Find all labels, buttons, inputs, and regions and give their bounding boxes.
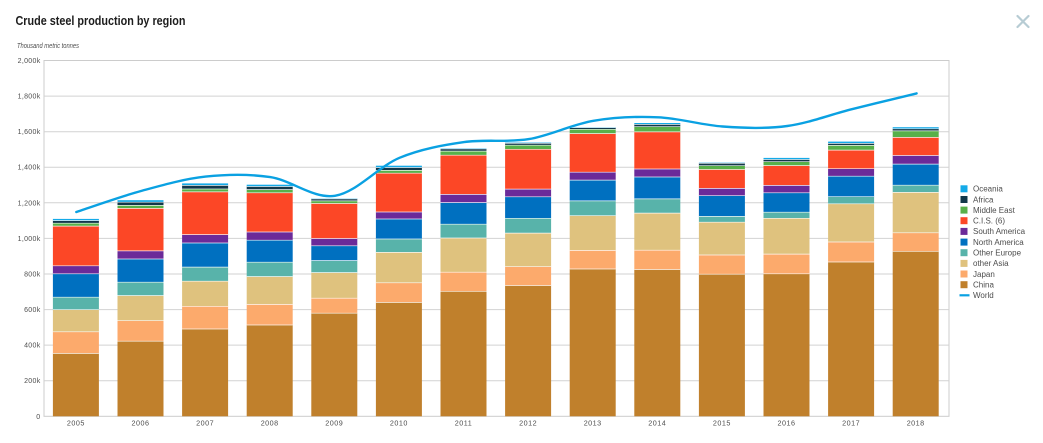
- svg-text:other Asia: other Asia: [973, 259, 1009, 268]
- svg-text:1,600k: 1,600k: [18, 129, 41, 136]
- svg-text:North America: North America: [973, 238, 1024, 247]
- svg-text:2005: 2005: [67, 419, 85, 428]
- svg-text:600k: 600k: [24, 307, 41, 314]
- svg-text:Other Europe: Other Europe: [973, 249, 1022, 258]
- svg-text:World: World: [973, 291, 994, 300]
- svg-text:2018: 2018: [907, 419, 925, 428]
- svg-text:2009: 2009: [325, 419, 343, 428]
- svg-text:2016: 2016: [778, 419, 796, 428]
- svg-text:2,000k: 2,000k: [18, 58, 41, 65]
- svg-text:2015: 2015: [713, 419, 731, 428]
- svg-text:China: China: [973, 281, 994, 290]
- svg-text:2007: 2007: [196, 419, 214, 428]
- svg-text:1,400k: 1,400k: [18, 165, 41, 172]
- svg-text:Crude steel production by regi: Crude steel production by region: [16, 13, 186, 28]
- svg-text:1,800k: 1,800k: [18, 94, 41, 101]
- svg-text:2013: 2013: [584, 419, 602, 428]
- svg-text:2006: 2006: [132, 419, 150, 428]
- svg-text:Middle East: Middle East: [973, 206, 1016, 215]
- svg-text:South America: South America: [973, 227, 1026, 236]
- svg-text:1,000k: 1,000k: [18, 236, 41, 243]
- svg-text:Japan: Japan: [973, 270, 995, 279]
- svg-text:C.I.S. (6): C.I.S. (6): [973, 217, 1005, 226]
- svg-text:2014: 2014: [648, 419, 666, 428]
- svg-text:2008: 2008: [261, 419, 279, 428]
- svg-text:1,200k: 1,200k: [18, 200, 41, 207]
- svg-text:2011: 2011: [455, 419, 472, 428]
- svg-text:0: 0: [36, 414, 40, 421]
- svg-text:Africa: Africa: [973, 195, 994, 204]
- svg-text:2010: 2010: [390, 419, 408, 428]
- svg-text:800k: 800k: [24, 272, 41, 279]
- svg-text:400k: 400k: [24, 343, 41, 350]
- svg-text:200k: 200k: [24, 378, 41, 385]
- svg-text:2012: 2012: [519, 419, 537, 428]
- svg-text:Oceania: Oceania: [973, 185, 1003, 194]
- svg-text:Thousand metric tonnes: Thousand metric tonnes: [17, 41, 79, 50]
- svg-text:2017: 2017: [842, 419, 860, 428]
